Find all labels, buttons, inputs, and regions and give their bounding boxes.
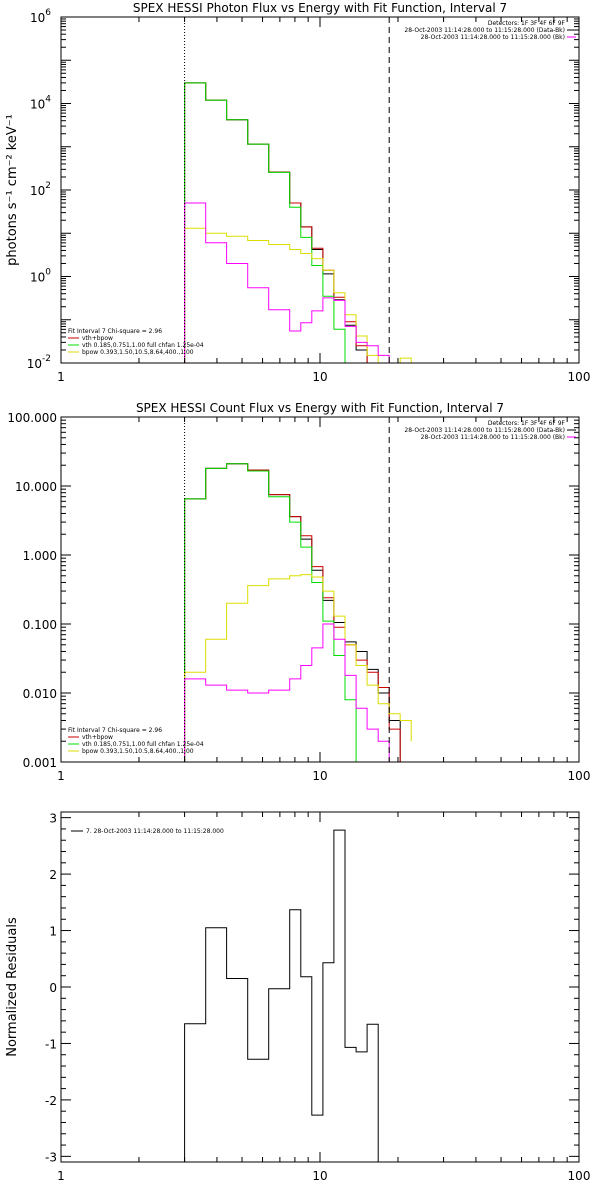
y-tick-label: 2 [49,868,57,882]
plot-frame [60,811,580,1163]
y-tick-label: 100.000 [7,411,57,425]
y-tick-label: -1 [45,1037,57,1051]
plot-frame [60,416,580,763]
panel-2: SPEX HESSI Count Flux vs Energy with Fit… [7,401,590,783]
legend-entry: 7. 28-Oct-2003 11:14:28.000 to 11:15:28.… [86,828,224,835]
series-3-line [184,574,412,762]
legend-entry: 28-Oct-2003 11:14:28.000 to 11:15:28.000… [421,34,565,41]
y-tick-label: 0.001 [23,756,57,770]
legend-bottomleft: Fit Interval 7 Chi-square = 2.96vth+bpow… [68,328,204,356]
series-3-line [184,227,412,363]
chart-title: SPEX HESSI Count Flux vs Energy with Fit… [136,401,504,415]
panel-1: SPEX HESSI Photon Flux vs Energy with Fi… [5,1,591,384]
x-tick-label: 100 [568,370,591,384]
legend-entry: Fit Interval 7 Chi-square = 2.96 [68,328,162,335]
legend-entry: bpow 0.393,1.50,10.5,8.64,400.,1.00 [82,748,194,755]
series-1-line [184,463,401,762]
chart-title: SPEX HESSI Photon Flux vs Energy with Fi… [133,1,507,15]
x-tick-label: 10 [312,769,327,783]
legend-entry: Detectors: 1F 3F 4F 6F 9F [488,420,566,427]
y-tick-label: 100 [30,268,51,285]
y-tick-label: 10.000 [15,480,57,494]
y-tick-label: 104 [30,95,51,112]
series-4-line [184,623,390,762]
legend-bottomleft: Fit Interval 7 Chi-square = 2.96vth+bpow… [68,727,204,755]
x-tick-label: 1 [57,769,65,783]
legend-entry: vth 0.185,0.751,1.00 full chfan 1.25e-04 [82,741,204,748]
y-axis-label: photons s⁻¹ cm⁻² keV⁻¹ [5,114,20,266]
y-tick-label: 0.010 [23,687,57,701]
series-4-line [184,202,390,363]
x-tick-label: 10 [312,370,327,384]
y-tick-label: 102 [30,181,51,198]
legend-entry: 28-Oct-2003 11:14:28.000 to 11:15:28.000… [421,434,565,441]
series-group [184,463,412,762]
legend-topleft: 7. 28-Oct-2003 11:14:28.000 to 11:15:28.… [71,828,224,835]
series-0-line [184,463,401,762]
y-tick-label: 10-2 [27,354,51,371]
series-1-line [184,82,368,363]
legend-entry: vth+bpow [82,734,113,741]
x-tick-label: 100 [568,1169,591,1183]
series-2-line [184,82,346,363]
y-tick-label: 1 [49,925,57,939]
y-tick-label: 1.000 [23,549,57,563]
x-tick-label: 100 [568,769,591,783]
y-tick-label: -3 [45,1150,57,1164]
series-group [184,829,379,1162]
legend-entry: bpow 0.393,1.50,10.5,8.64,400.,1.00 [82,349,194,356]
x-tick-label: 1 [57,370,65,384]
legend-entry: Detectors: 1F 3F 4F 6F 9F [488,20,566,27]
y-tick-label: 0.100 [23,618,57,632]
y-tick-label: 106 [30,8,51,25]
y-axis-label: Normalized Residuals [5,917,20,1057]
y-tick-label: -2 [45,1094,57,1108]
legend-entry: vth 0.185,0.751,1.00 full chfan 1.25e-04 [82,342,204,349]
x-tick-label: 10 [312,1169,327,1183]
x-tick-label: 1 [57,1169,65,1183]
series-0-line [184,829,379,1162]
y-tick-label: 3 [49,812,57,826]
y-tick-label: 0 [49,981,57,995]
legend-entry: Fit Interval 7 Chi-square = 2.96 [68,727,162,734]
series-group [184,82,412,363]
legend-entry: 28-Oct-2003 11:14:28.000 to 11:15:28.000… [404,27,565,34]
legend-entry: vth+bpow [82,335,113,342]
legend-entry: 28-Oct-2003 11:14:28.000 to 11:15:28.000… [404,427,565,434]
panel-3: 1 10 100 -3 -2 -1 0 1 2 3 Normalized Residuals 7. 2… [5,811,591,1183]
series-2-line [184,463,368,762]
